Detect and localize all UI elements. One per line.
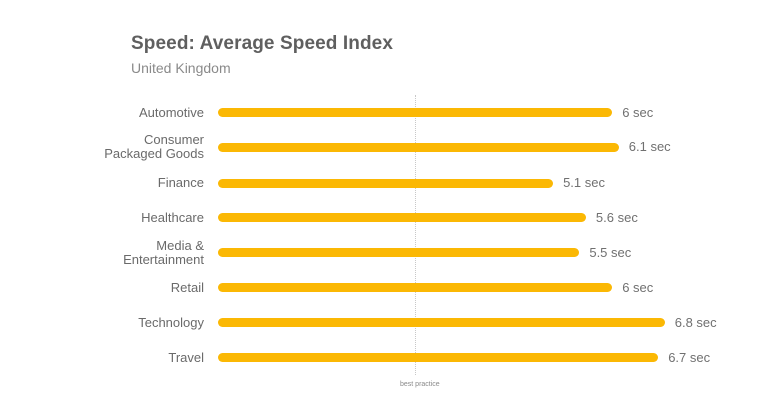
- category-label: Travel: [74, 349, 204, 365]
- chart-title: Speed: Average Speed Index: [131, 33, 394, 54]
- bar: [218, 283, 613, 292]
- value-label: 6.8 sec: [674, 314, 717, 330]
- category-label: Finance: [74, 176, 204, 190]
- category-label: Media & Entertainment: [74, 237, 204, 267]
- category-label-line: Travel: [168, 349, 204, 365]
- category-label: Healthcare: [74, 209, 204, 225]
- value-label: 5.1 sec: [563, 175, 605, 190]
- bar: [218, 318, 665, 327]
- chart-subtitle: United Kingdom: [131, 60, 231, 76]
- category-label-line: Finance: [157, 175, 204, 190]
- category-label: Retail: [74, 279, 204, 295]
- category-label-line: Entertainment: [123, 251, 204, 267]
- value-label: 6 sec: [622, 279, 654, 295]
- category-label-line: Media &: [156, 237, 204, 253]
- bar: [218, 142, 619, 152]
- bar: [218, 178, 554, 188]
- value-label: 6.7 sec: [668, 349, 711, 365]
- category-label: Automotive: [74, 104, 204, 120]
- category-label-line: Automotive: [138, 104, 204, 120]
- category-label-line: Packaged Goods: [104, 146, 204, 161]
- category-label: Technology: [74, 314, 204, 330]
- category-label: Consumer Packaged Goods: [74, 133, 204, 161]
- best-practice-label: best practice: [400, 381, 440, 388]
- bar: [218, 213, 586, 222]
- category-label-line: Retail: [170, 279, 204, 295]
- category-label-line: Consumer: [144, 132, 204, 147]
- value-label: 5.5 sec: [589, 244, 632, 260]
- category-label-line: Technology: [138, 314, 204, 330]
- bar: [218, 353, 659, 362]
- value-label: 6.1 sec: [628, 139, 671, 154]
- bar: [218, 248, 580, 257]
- value-label: 6 sec: [622, 104, 654, 120]
- bar: [218, 108, 613, 117]
- value-label: 5.6 sec: [595, 209, 638, 225]
- category-label-line: Healthcare: [141, 209, 204, 225]
- best-practice-line: [415, 95, 417, 375]
